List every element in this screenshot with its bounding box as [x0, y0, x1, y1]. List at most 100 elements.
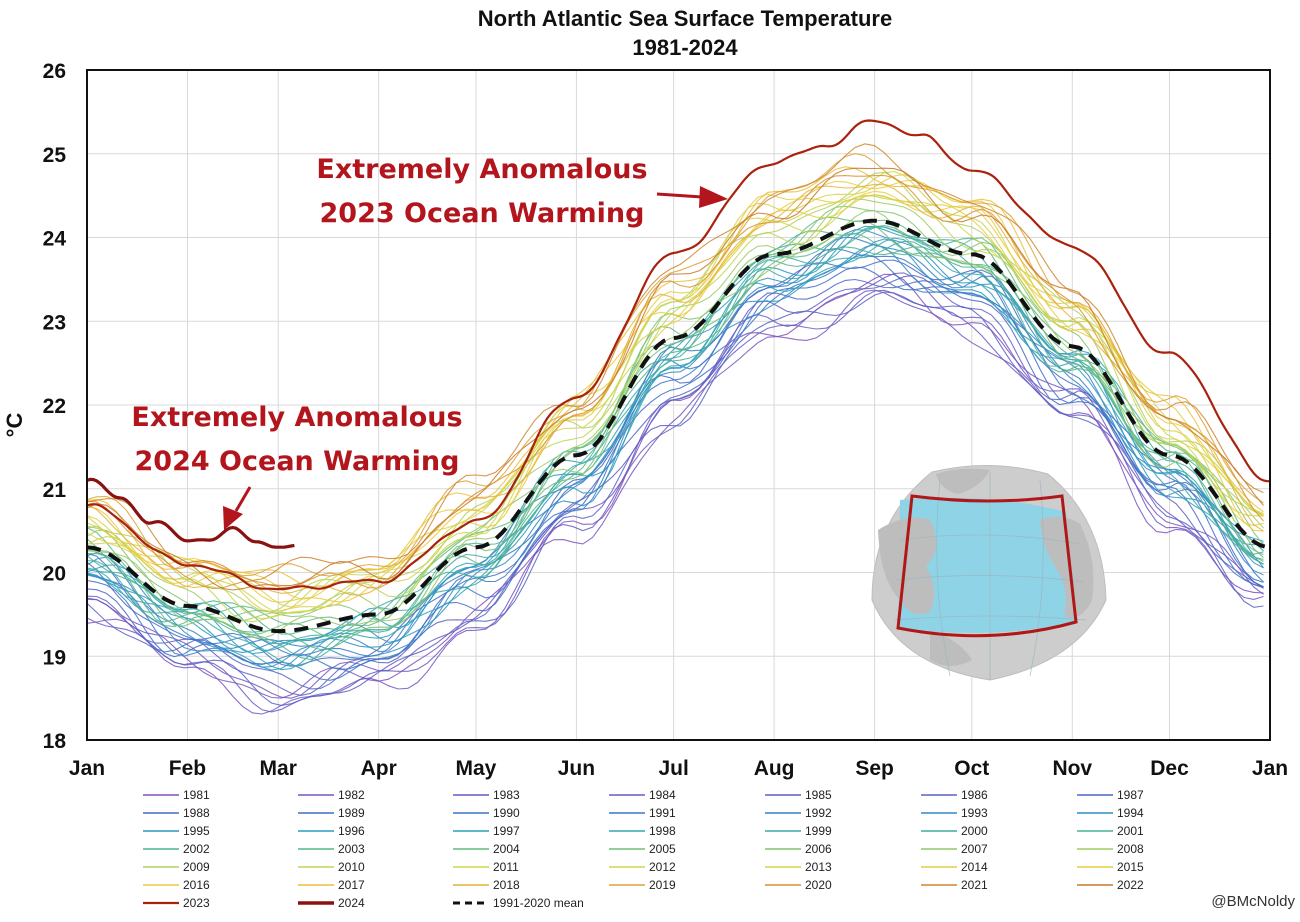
legend-label: 2015 [1117, 860, 1144, 874]
legend-label: 1983 [493, 788, 520, 802]
x-tick-label: Dec [1150, 757, 1189, 780]
legend-label: 2014 [961, 860, 988, 874]
legend-label: 2000 [961, 824, 988, 838]
chart-title: North Atlantic Sea Surface Temperature [478, 6, 892, 31]
x-tick-label: Jan [1252, 757, 1288, 780]
year-line-2002 [86, 224, 1264, 635]
year-line-1993 [86, 244, 1264, 668]
legend-label: 1997 [493, 824, 520, 838]
y-tick-label: 18 [43, 730, 67, 753]
y-tick-label: 21 [43, 479, 67, 502]
x-tick-label: Jun [558, 757, 595, 780]
legend-label: 1993 [961, 806, 988, 820]
y-tick-label: 25 [43, 144, 67, 167]
year-line-1991 [86, 253, 1264, 670]
annotation-2024-arrow [223, 486, 252, 530]
legend-label: 2008 [1117, 842, 1144, 856]
legend-label: 2009 [183, 860, 210, 874]
legend-label: 1987 [1117, 788, 1144, 802]
globe-map-inset [871, 464, 1107, 681]
y-tick-label: 19 [43, 646, 66, 669]
year-line-2021 [86, 143, 1264, 581]
legend-label: 2019 [649, 878, 676, 892]
legend-label: 2003 [338, 842, 365, 856]
legend-label: 2006 [805, 842, 832, 856]
year-line-2014 [86, 193, 1264, 613]
year-line-1986 [86, 291, 1264, 706]
legend-label: 1994 [1117, 806, 1144, 820]
x-tick-label: Sep [855, 757, 894, 780]
x-tick-label: Feb [169, 757, 206, 780]
x-tick-label: May [456, 757, 497, 780]
legend-label: 1991 [649, 806, 676, 820]
y-tick-label: 24 [43, 228, 67, 251]
legend-label: 1998 [649, 824, 676, 838]
x-tick-label: Jan [69, 757, 105, 780]
legend-label: 1990 [493, 806, 520, 820]
y-axis-label: °C [2, 413, 27, 438]
credit-text: @BMcNoldy [1211, 893, 1295, 910]
legend-label: 1999 [805, 824, 832, 838]
legend-label: 1989 [338, 806, 365, 820]
legend-label: 2021 [961, 878, 988, 892]
legend-label: 1984 [649, 788, 676, 802]
x-tick-label: Mar [260, 757, 297, 780]
legend-label: 1981 [183, 788, 210, 802]
legend-label: 1992 [805, 806, 832, 820]
legend-label: 2023 [183, 896, 210, 910]
year-line-2017 [86, 166, 1264, 589]
legend-label: 2022 [1117, 878, 1144, 892]
legend-label: 1988 [183, 806, 210, 820]
plot-frame [86, 69, 1271, 741]
legend-label: 2020 [805, 878, 832, 892]
year-line-1982 [86, 289, 1264, 715]
year-lines [86, 143, 1264, 715]
year-line-1998 [86, 225, 1264, 651]
y-tick-label: 20 [43, 563, 66, 586]
legend-label: 1996 [338, 824, 365, 838]
mean-line [86, 218, 1268, 634]
year-line-1987 [86, 278, 1264, 690]
legend-label: 2002 [183, 842, 210, 856]
legend-label: 1995 [183, 824, 210, 838]
year-line-1988 [86, 259, 1264, 667]
legend-label: 2012 [649, 860, 676, 874]
annotation-2023-line2: 2023 Ocean Warming [320, 198, 645, 229]
series-line-2024 [86, 477, 295, 549]
x-tick-label: Oct [954, 757, 989, 780]
legend-label: 1985 [805, 788, 832, 802]
year-line-2004 [86, 216, 1264, 627]
chart-subtitle: 1981-2024 [632, 35, 738, 60]
year-line-2018 [86, 183, 1264, 596]
annotation-2023-arrow [656, 186, 728, 208]
year-line-2000 [86, 226, 1264, 645]
legend-label: 2013 [805, 860, 832, 874]
legend: 1981 1982 1983 1984 1985 1986 1987 1988 1989 1990… [143, 788, 1144, 910]
year-line-1985 [86, 274, 1264, 696]
year-line-2020 [86, 174, 1264, 590]
x-axis-ticks: Jan Feb Mar Apr May Jun Jul Aug Sep Oct Nov Dec Jan [69, 757, 1288, 780]
annotation-2024-line2: 2024 Ocean Warming [135, 446, 460, 477]
legend-label: 2001 [1117, 824, 1144, 838]
year-line-1990 [86, 248, 1264, 657]
y-axis-ticks: 18 19 20 21 22 23 24 25 26 [43, 60, 67, 753]
legend-label: 2016 [183, 878, 210, 892]
year-line-2019 [86, 153, 1264, 577]
series-line-2023 [86, 119, 1271, 591]
x-tick-label: Jul [658, 757, 688, 780]
legend-label: 2007 [961, 842, 988, 856]
annotation-2024-line1: Extremely Anomalous [131, 402, 462, 433]
year-line-2016 [86, 190, 1264, 603]
y-tick-label: 26 [43, 60, 66, 83]
legend-label: 1982 [338, 788, 365, 802]
legend-label: 2005 [649, 842, 676, 856]
year-line-1999 [86, 240, 1264, 667]
year-line-2022 [86, 167, 1264, 591]
legend-label: 2024 [338, 896, 365, 910]
x-tick-label: Aug [754, 757, 795, 780]
legend-label: 1991-2020 mean [493, 896, 584, 910]
legend-label: 2018 [493, 878, 520, 892]
legend-label: 1986 [961, 788, 988, 802]
legend-label: 2004 [493, 842, 520, 856]
